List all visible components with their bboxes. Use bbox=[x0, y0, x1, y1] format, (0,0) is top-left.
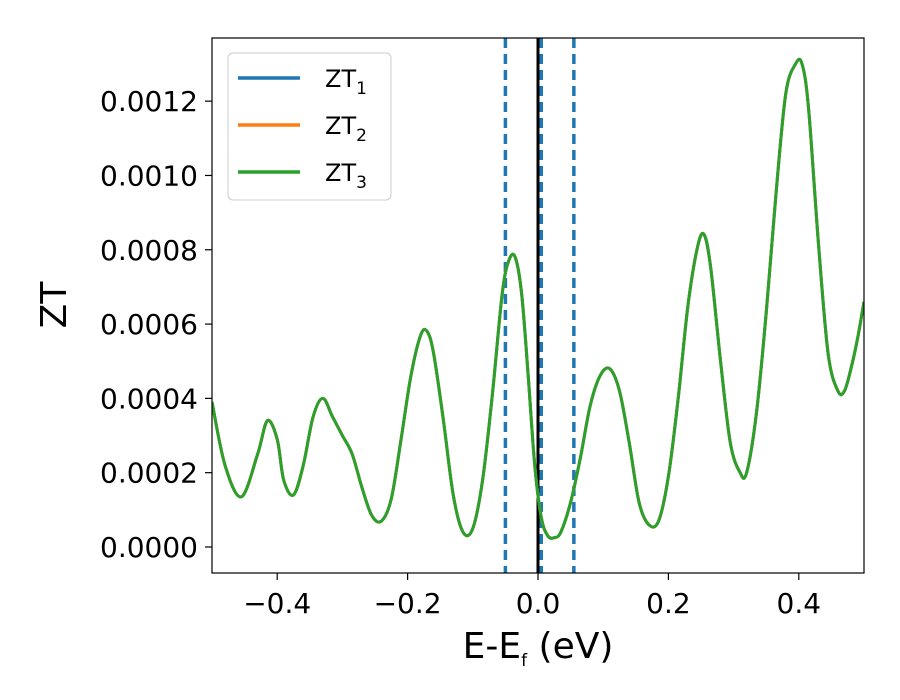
x-tick-label: −0.2 bbox=[374, 587, 442, 620]
legend-label-zt3: ZT3 bbox=[325, 159, 367, 193]
y-tick-label: 0.0012 bbox=[100, 85, 198, 118]
y-tick-label: 0.0010 bbox=[100, 159, 198, 192]
legend-label-zt2: ZT2 bbox=[325, 112, 367, 146]
y-tick-label: 0.0004 bbox=[100, 382, 198, 415]
reference-lines bbox=[503, 38, 576, 573]
series-lines bbox=[212, 57, 864, 540]
x-tick-label: 0.2 bbox=[646, 587, 691, 620]
y-tick-label: 0.0002 bbox=[100, 457, 198, 490]
x-axis-title: E-Ef (eV) bbox=[463, 626, 614, 671]
y-axis-title: ZT bbox=[34, 281, 75, 329]
y-tick-label: 0.0006 bbox=[100, 308, 198, 341]
x-axis-ticks: −0.4 −0.2 0.0 0.2 0.4 bbox=[243, 573, 821, 620]
y-tick-label: 0.0008 bbox=[100, 234, 198, 267]
y-axis-ticks: 0.0000 0.0002 0.0004 0.0006 0.0008 0.0010 0.00… bbox=[100, 85, 212, 564]
legend-label-zt1: ZT1 bbox=[325, 65, 367, 99]
x-tick-label: 0.0 bbox=[516, 587, 561, 620]
x-axis-title-unit: (eV) bbox=[527, 626, 613, 667]
series-line-zt3 bbox=[212, 57, 864, 540]
x-tick-label: −0.4 bbox=[243, 587, 311, 620]
y-tick-label: 0.0000 bbox=[100, 531, 198, 564]
x-axis-title-sub: f bbox=[521, 651, 528, 671]
legend: ZT1 ZT2 ZT3 bbox=[227, 52, 392, 201]
legend-box bbox=[227, 52, 392, 201]
x-tick-label: 0.4 bbox=[777, 587, 822, 620]
